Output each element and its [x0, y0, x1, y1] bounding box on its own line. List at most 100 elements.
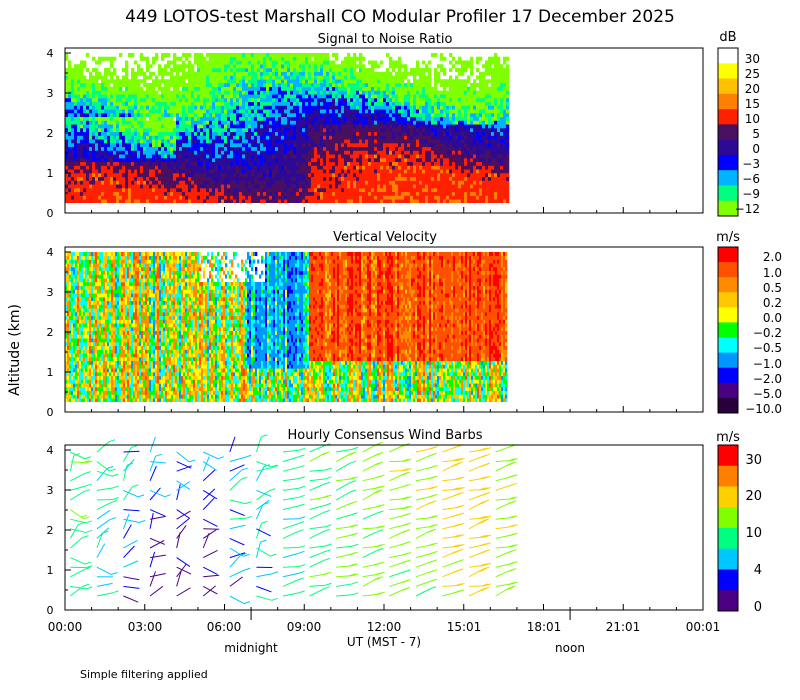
snr-cell: [272, 105, 276, 110]
snr-cell: [221, 139, 225, 144]
snr-cell: [395, 90, 399, 95]
snr-cell: [221, 83, 225, 88]
snr-cell: [263, 173, 267, 178]
snr-cell: [368, 94, 372, 99]
snr-cell: [407, 176, 411, 181]
snr-cell: [251, 75, 255, 80]
snr-cell: [353, 146, 357, 151]
snr-cell: [359, 98, 363, 103]
snr-cell: [266, 158, 270, 163]
snr-cell: [284, 184, 288, 189]
snr-cell: [164, 90, 168, 95]
snr-cell: [167, 195, 171, 200]
snr-cell: [134, 176, 138, 181]
snr-cell: [389, 79, 393, 84]
snr-cell: [218, 68, 222, 73]
snr-cell: [275, 128, 279, 133]
snr-cell: [320, 56, 324, 61]
snr-cell: [392, 105, 396, 110]
snr-cell: [320, 113, 324, 118]
snr-cell: [368, 124, 372, 129]
snr-cell: [119, 124, 123, 129]
snr-cell: [65, 71, 69, 76]
snr-cell: [347, 64, 351, 69]
snr-cell: [86, 161, 90, 166]
snr-cell: [98, 169, 102, 174]
snr-cell: [71, 79, 75, 84]
snr-cell: [158, 146, 162, 151]
snr-cell: [422, 131, 426, 136]
snr-cell: [188, 146, 192, 151]
snr-cell: [416, 135, 420, 140]
snr-cell: [368, 128, 372, 133]
snr-cell: [182, 199, 186, 203]
snr-cell: [281, 71, 285, 76]
snr-cell: [212, 64, 216, 69]
snr-cell: [101, 113, 105, 118]
snr-cell: [104, 113, 108, 118]
snr-cell: [362, 195, 366, 200]
snr-cell: [398, 113, 402, 118]
snr-cell: [254, 180, 258, 185]
snr-cell: [95, 199, 99, 203]
snr-cell: [311, 86, 315, 91]
snr-cell: [410, 188, 414, 193]
snr-cell: [377, 158, 381, 163]
snr-cell: [350, 146, 354, 151]
snr-cell: [101, 143, 105, 148]
snr-cell: [104, 79, 108, 84]
snr-cell: [173, 143, 177, 148]
snr-cell: [311, 191, 315, 196]
snr-cell: [227, 60, 231, 65]
snr-cell: [83, 109, 87, 114]
snr-cell: [227, 68, 231, 73]
snr-cell: [185, 143, 189, 148]
snr-cell: [413, 188, 417, 193]
snr-cell: [296, 75, 300, 80]
snr-cell: [221, 131, 225, 136]
snr-cell: [353, 71, 357, 76]
snr-cell: [368, 109, 372, 114]
snr-cell: [266, 98, 270, 103]
snr-cell: [449, 180, 453, 185]
snr-cell: [122, 139, 126, 144]
snr-cell: [350, 79, 354, 84]
snr-cell: [269, 56, 273, 61]
snr-cell: [164, 71, 168, 76]
snr-cell: [200, 86, 204, 91]
snr-cell: [158, 94, 162, 99]
snr-cell: [419, 191, 423, 196]
snr-cell: [260, 101, 264, 106]
snr-cell: [347, 195, 351, 200]
snr-cell: [449, 53, 453, 58]
snr-cell: [71, 173, 75, 178]
snr-cell: [119, 199, 123, 203]
snr-cell: [326, 173, 330, 178]
snr-cell: [110, 161, 114, 166]
snr-cell: [230, 161, 234, 166]
snr-cell: [164, 79, 168, 84]
snr-cell: [386, 199, 390, 203]
snr-cell: [113, 139, 117, 144]
snr-cell: [359, 83, 363, 88]
snr-cell: [434, 139, 438, 144]
snr-cell: [446, 131, 450, 136]
snr-cell: [110, 191, 114, 196]
snr-cell: [221, 101, 225, 106]
snr-cell: [161, 90, 165, 95]
snr-cell: [260, 105, 264, 110]
snr-cell: [95, 176, 99, 181]
snr-cell: [347, 173, 351, 178]
snr-cell: [299, 180, 303, 185]
snr-cell: [275, 71, 279, 76]
snr-cell: [269, 128, 273, 133]
snr-cell: [398, 169, 402, 174]
snr-cell: [290, 71, 294, 76]
snr-cell: [98, 94, 102, 99]
snr-cell: [389, 83, 393, 88]
snr-cell: [353, 90, 357, 95]
snr-cell: [377, 150, 381, 155]
snr-cell: [332, 109, 336, 114]
snr-cell: [119, 188, 123, 193]
snr-cell: [197, 180, 201, 185]
